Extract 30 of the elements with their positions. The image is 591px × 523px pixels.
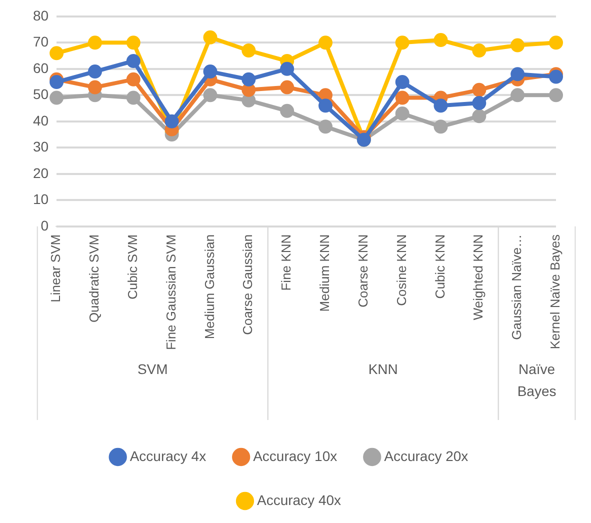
x-tick-label: Cubic SVM bbox=[124, 234, 140, 300]
legend-label: Accuracy 10x bbox=[253, 448, 338, 464]
y-tick-label: 80 bbox=[32, 7, 49, 24]
legend-label: Accuracy 20x bbox=[384, 448, 468, 464]
x-tick-label: Kernel Naïve Bayes bbox=[548, 234, 563, 350]
y-tick-label: 60 bbox=[32, 60, 49, 76]
y-tick-label: 40 bbox=[32, 112, 49, 128]
y-tick-label: 30 bbox=[32, 138, 49, 155]
x-tick-label: Coarse KNN bbox=[355, 234, 370, 308]
text: Naïve Bayes bbox=[517, 360, 556, 399]
x-tick-label: Cubic KNN bbox=[432, 234, 448, 299]
y-tick-label: 50 bbox=[32, 86, 49, 102]
x-tick-label: Medium KNN bbox=[317, 234, 332, 312]
x-tick-label: Gaussian Naïve… bbox=[509, 234, 524, 340]
y-tick-label: 0 bbox=[40, 217, 49, 234]
x-tick-label: Weighted KNN bbox=[470, 234, 486, 320]
y-tick-label: 10 bbox=[32, 191, 49, 208]
x-tick-label: Fine Gaussian SVM bbox=[163, 234, 178, 350]
y-tick-label: 20 bbox=[32, 164, 49, 181]
x-tick-label: Cosine KNN bbox=[394, 234, 409, 306]
text: SVM bbox=[137, 360, 168, 377]
text: KNN bbox=[368, 360, 398, 377]
legend-label: Accuracy 40x bbox=[256, 492, 342, 508]
x-tick-label: Quadratic SVM bbox=[86, 234, 102, 323]
y-tick-label: 70 bbox=[32, 34, 49, 50]
x-tick-label: Linear SVM bbox=[48, 234, 64, 302]
x-tick-label: Coarse Gaussian bbox=[240, 234, 256, 335]
x-tick-label: Medium Gaussian bbox=[202, 234, 217, 340]
legend-label: Accuracy 4x bbox=[130, 448, 206, 464]
x-tick-label: Fine KNN bbox=[278, 234, 294, 291]
